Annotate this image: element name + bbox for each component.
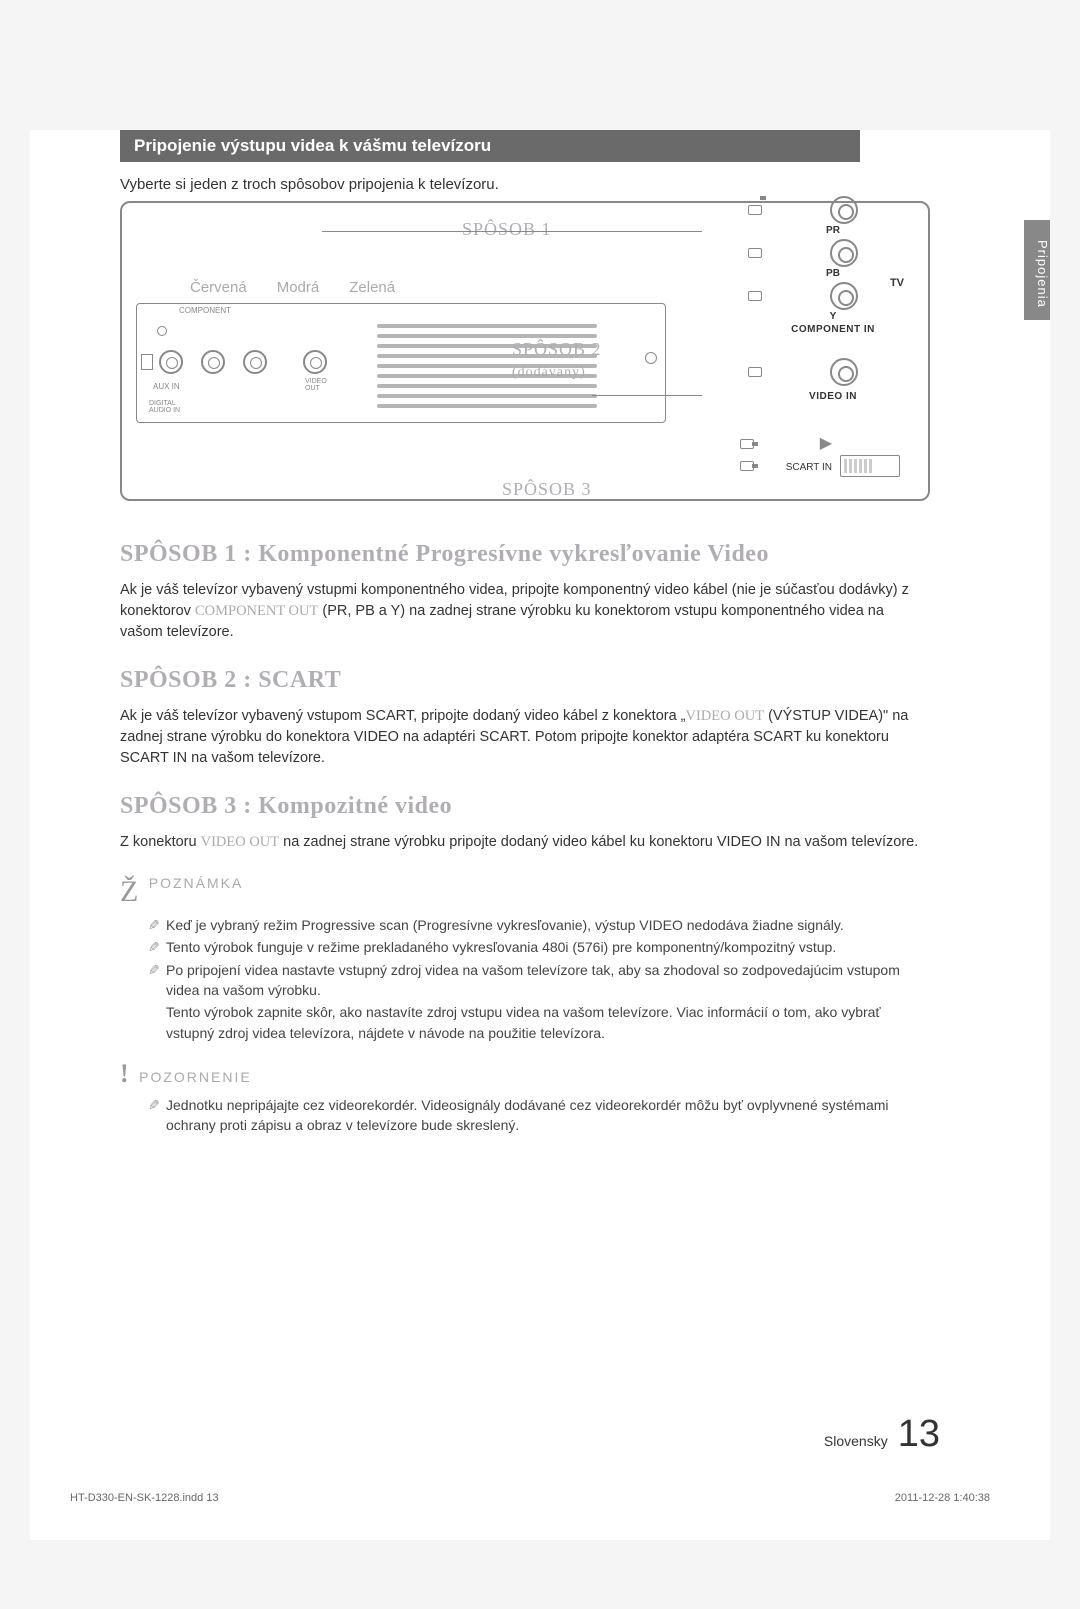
port-label-aux: AUX IN [153, 382, 180, 391]
plug-icon [808, 248, 826, 258]
method2-heading: SPÔSOB 2 : SCART [120, 667, 930, 694]
label-scart-in: SCART IN [786, 462, 832, 473]
port-label-digital: DIGITALAUDIO IN [149, 400, 180, 414]
tv-inputs: PR PB Y COMPONENT IN VIDEO IN [748, 193, 918, 404]
scart-port-icon [840, 455, 900, 477]
optical-port-icon [141, 354, 153, 370]
section-header: Pripojenie výstupu videa k vášmu televíz… [120, 130, 860, 162]
rca-port-icon [243, 350, 267, 374]
label-video-in: VIDEO IN [748, 391, 918, 402]
note-item: Tento výrobok zapnite skôr, ako nastavít… [148, 1002, 930, 1043]
label-green: Zelená [349, 279, 395, 296]
note-label: POZNÁMKA [149, 875, 244, 891]
note-item: Tento výrobok funguje v režime prekladan… [148, 937, 930, 957]
rca-port-icon [201, 350, 225, 374]
plug-icon [740, 461, 758, 471]
port-label-component: COMPONENT [179, 306, 231, 315]
notes-section: Ž POZNÁMKA Keď je vybraný režim Progress… [120, 875, 930, 1043]
port-label-video-out: VIDEOOUT [305, 378, 327, 392]
tv-port-icon [830, 282, 858, 310]
arrow-icon: ▶ [820, 433, 832, 453]
plug-icon [808, 367, 826, 377]
tv-port-icon [830, 358, 858, 386]
page-number: Slovensky13 [824, 1413, 940, 1456]
caution-list: Jednotku nepripájajte cez videorekordér.… [148, 1095, 930, 1136]
method3-body: Z konektoru VIDEO OUT na zadnej strane v… [120, 832, 930, 853]
tv-label: TV [890, 277, 904, 289]
tv-port-icon [830, 196, 858, 224]
plug-icon [808, 291, 826, 301]
caution-section: ! POZORNENIE Jednotku nepripájajte cez v… [120, 1059, 930, 1136]
note-item: Keď je vybraný režim Progressive scan (P… [148, 915, 930, 935]
note-icon: Ž [120, 875, 138, 909]
label-blue: Modrá [277, 279, 320, 296]
plug-icon [808, 205, 826, 215]
method2-body: Ak je váš televízor vybavený vstupom SCA… [120, 706, 930, 769]
method3-inline-label: SPÔSOB 3 [502, 479, 592, 500]
rca-port-icon [303, 350, 327, 374]
footer-timestamp: 2011-12-28 1:40:38 [895, 1492, 990, 1504]
note-list: Keď je vybraný režim Progressive scan (P… [148, 915, 930, 1043]
rca-port-icon [159, 350, 183, 374]
label-component-in: COMPONENT IN [748, 324, 918, 335]
method2-inline-label: SPÔSOB 2 (dodávaný) [512, 339, 602, 381]
label-red: Červená [190, 279, 247, 296]
method1-body: Ak je váš televízor vybavený vstupmi kom… [120, 580, 930, 643]
intro-text: Vyberte si jeden z troch spôsobov pripoj… [120, 176, 930, 193]
label-y: Y [748, 311, 918, 322]
label-pr: PR [748, 225, 918, 236]
plug-icon [740, 439, 758, 449]
side-tab: Pripojenia [1024, 220, 1050, 320]
method3-heading: SPÔSOB 3 : Kompozitné video [120, 793, 930, 820]
note-item: Po pripojení videa nastavte vstupný zdro… [148, 960, 930, 1001]
footer-filename: HT-D330-EN-SK-1228.indd 13 [70, 1492, 219, 1504]
connection-diagram: SPÔSOB 1 Červená Modrá Zelená COMPONENT … [120, 201, 930, 501]
color-labels: Červená Modrá Zelená [190, 279, 395, 296]
caution-icon: ! [120, 1059, 129, 1089]
method1-heading: SPÔSOB 1 : Komponentné Progresívne vykre… [120, 541, 930, 568]
screw-icon [645, 352, 657, 364]
caution-item: Jednotku nepripájajte cez videorekordér.… [148, 1095, 930, 1136]
small-port-icon [157, 326, 167, 336]
method1-inline-label: SPÔSOB 1 [462, 219, 552, 240]
caution-label: POZORNENIE [139, 1069, 252, 1085]
tv-port-icon [830, 239, 858, 267]
